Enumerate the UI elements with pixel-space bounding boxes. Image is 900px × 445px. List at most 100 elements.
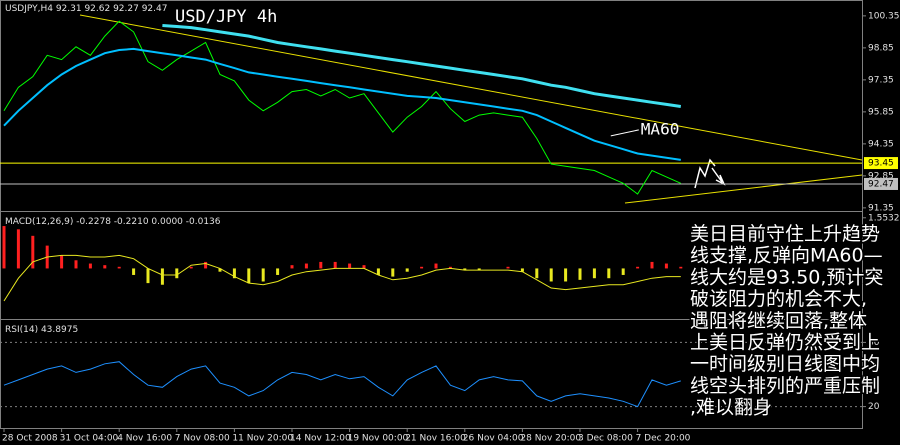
y-tick-label: 91.35 xyxy=(868,203,894,213)
arrow xyxy=(711,167,726,186)
histogram-bar xyxy=(405,268,409,272)
trend-line xyxy=(624,174,863,204)
annotation-line: 破该阻力的机会不大, xyxy=(690,288,867,310)
rsi-header: RSI(14) 43.8975 xyxy=(5,325,78,335)
annotation-line: 美日目前守住上升趋势 xyxy=(690,223,880,245)
histogram-bar xyxy=(175,268,179,279)
y-tick-label: 95.85 xyxy=(868,107,894,117)
histogram-bar xyxy=(650,261,654,269)
chart-subtitle: USD/JPY 4h xyxy=(175,7,277,27)
histogram-bar xyxy=(16,229,20,269)
annotation-line: 线空头排列的严重压制 xyxy=(690,375,880,397)
annotation-line: ,难以翻身 xyxy=(690,397,772,419)
histogram-bar xyxy=(549,268,553,282)
plots: 91.35 92.85 94.35 95.85 97.35 98.85 100.35 93.4… xyxy=(0,11,900,444)
price-label: 92.47 xyxy=(868,179,894,189)
series-line xyxy=(162,24,682,108)
histogram-bar xyxy=(506,266,510,269)
x-tick-label: 19 Nov 00:00 xyxy=(348,434,409,444)
series-line xyxy=(3,20,682,195)
histogram-bar xyxy=(160,268,164,285)
histogram-bar xyxy=(232,268,236,279)
x-tick-label: 7 Nov 08:00 xyxy=(175,434,230,444)
price-label: 93.45 xyxy=(868,159,894,169)
histogram-bar xyxy=(304,263,308,269)
histogram-bar xyxy=(247,268,251,284)
histogram-bar xyxy=(189,266,193,269)
histogram-bar xyxy=(204,261,208,269)
y-tick-label: 92.85 xyxy=(868,171,894,181)
x-tick-label: 28 Oct 2008 xyxy=(2,434,58,444)
histogram-bar xyxy=(348,263,352,269)
histogram-bar xyxy=(636,266,640,269)
histogram-bar xyxy=(333,261,337,269)
annotation: 美日目前守住上升趋势线支撑,反弹向MA60—线大约是93.50,预计突破该阻力的… xyxy=(689,222,885,421)
x-tick-label: 14 Nov 12:00 xyxy=(290,434,351,444)
x-tick-label: 31 Oct 04:00 xyxy=(60,434,119,444)
y-tick-label: 100.35 xyxy=(868,11,900,21)
histogram-bar xyxy=(319,261,323,269)
histogram-bar xyxy=(2,226,6,269)
price-label-bg xyxy=(864,177,898,190)
histogram-bar xyxy=(679,266,683,269)
series-line xyxy=(3,47,681,161)
histogram-bar xyxy=(276,268,280,275)
histogram-bar xyxy=(376,268,380,275)
histogram-bar xyxy=(434,263,438,269)
histogram-bar xyxy=(607,268,611,279)
histogram-bar xyxy=(592,268,596,279)
y-tick-label: 94.35 xyxy=(868,139,894,149)
price-header: USDJPY,H4 92.31 92.62 92.27 92.47 xyxy=(5,4,167,14)
histogram-bar xyxy=(463,268,467,271)
x-tick-label: 26 Nov 04:00 xyxy=(463,434,524,444)
x-tick-label: 7 Dec 20:00 xyxy=(636,434,691,444)
price-label-bg xyxy=(864,157,898,170)
series-line xyxy=(3,361,681,408)
histogram-bar xyxy=(448,266,452,269)
series-label: MA60 xyxy=(641,119,680,138)
histogram-bar xyxy=(477,268,481,271)
x-tick-label: 3 Dec 08:00 xyxy=(578,434,633,444)
histogram-bar xyxy=(146,268,150,284)
histogram-bar xyxy=(420,266,424,269)
x-tick-label: 11 Nov 20:00 xyxy=(232,434,293,444)
histogram-bar xyxy=(520,268,524,272)
histogram-bar xyxy=(621,268,625,275)
histogram-bar xyxy=(218,268,222,272)
annotation-line: 一时间级别日线图中均 xyxy=(690,353,880,375)
y-tick-label: 97.35 xyxy=(868,75,894,85)
histogram-bar xyxy=(103,265,107,269)
annotation-line: 上美日反弹仍然受到上 xyxy=(690,332,880,354)
histogram-bar xyxy=(578,268,582,280)
arrow xyxy=(694,158,716,189)
series-line xyxy=(3,254,681,302)
annotation-line: 线支撑,反弹向MA60— xyxy=(690,245,883,267)
histogram-bar xyxy=(391,268,395,277)
macd-header: MACD(12,26,9) -0.2278 -0.2210 0.0000 -0.… xyxy=(5,217,221,227)
histogram-bar xyxy=(290,265,294,269)
annotation-line: 线大约是93.50,预计突 xyxy=(690,266,883,288)
label-leader xyxy=(610,129,639,137)
histogram-bar xyxy=(535,268,539,279)
histogram-bar xyxy=(60,255,64,269)
x-tick-label: 21 Nov 16:00 xyxy=(405,434,466,444)
x-tick-label: 28 Nov 20:00 xyxy=(520,434,581,444)
y-tick-label: 1.5532 xyxy=(868,213,900,223)
histogram-bar xyxy=(132,268,136,275)
histogram-bar xyxy=(664,263,668,269)
frame xyxy=(0,0,863,429)
annotation-line: 遇阻将继续回落,整体 xyxy=(690,310,867,332)
trend-line xyxy=(79,14,863,161)
x-tick-label: 4 Nov 16:00 xyxy=(117,434,172,444)
y-tick-label: 20 xyxy=(868,402,880,412)
histogram-bar xyxy=(564,268,568,282)
histogram-bar xyxy=(74,260,78,269)
histogram-bar xyxy=(362,265,366,269)
histogram-bar xyxy=(261,268,265,282)
histogram-bar xyxy=(31,235,35,269)
y-tick-label: 80 xyxy=(868,338,880,348)
histogram-bar xyxy=(88,263,92,269)
histogram-bar xyxy=(117,266,121,269)
